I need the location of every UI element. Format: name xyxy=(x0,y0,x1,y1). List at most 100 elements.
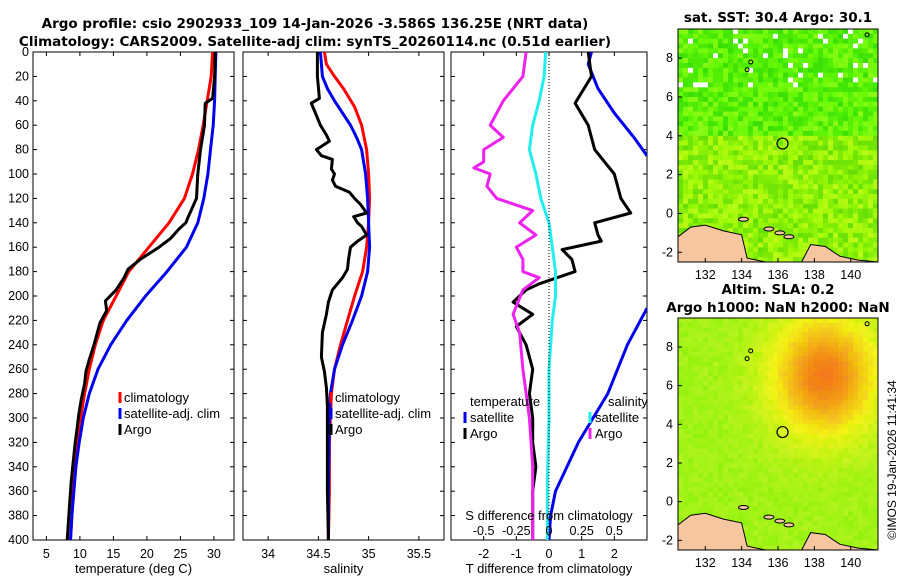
map-cell xyxy=(768,67,774,74)
map-cell xyxy=(788,496,794,503)
map-cell xyxy=(783,356,789,363)
map-cell xyxy=(803,58,809,64)
map-cell xyxy=(858,482,864,488)
map-cell xyxy=(798,414,804,421)
map-cell xyxy=(678,409,684,416)
map-cell xyxy=(718,322,724,329)
map-cell xyxy=(833,342,839,348)
map-cell xyxy=(838,111,844,117)
map-cell xyxy=(728,506,734,512)
map-cell xyxy=(768,184,774,190)
map-cell xyxy=(823,242,829,249)
map-cell xyxy=(853,492,859,498)
map-cell xyxy=(808,87,814,93)
map-cell xyxy=(723,501,729,508)
map-cell xyxy=(868,380,874,387)
map-cell xyxy=(868,92,874,98)
map-cell xyxy=(798,443,804,450)
map-cell xyxy=(793,525,799,532)
map-cell xyxy=(753,332,759,338)
map-cell xyxy=(768,198,774,205)
map-cell xyxy=(783,92,789,98)
top-axis-label: S difference from climatology xyxy=(465,508,633,523)
map-cell xyxy=(713,414,719,421)
map-cell xyxy=(688,145,694,151)
map-cell xyxy=(763,376,769,382)
map-cell xyxy=(783,429,789,435)
map-cell xyxy=(778,332,784,338)
map-cell xyxy=(698,189,704,195)
map-cell xyxy=(853,247,859,253)
map-cell xyxy=(763,385,769,392)
map-cell xyxy=(868,247,874,253)
map-cell xyxy=(728,342,734,348)
map-cell xyxy=(823,53,829,59)
map-cell xyxy=(683,33,689,40)
map-cell xyxy=(788,194,794,200)
map-cell xyxy=(773,376,779,382)
map-cell xyxy=(758,92,764,98)
map-cell xyxy=(728,429,734,435)
map-cell xyxy=(778,92,784,98)
map-cell xyxy=(833,405,839,411)
map-cell xyxy=(768,130,774,137)
map-cell xyxy=(723,116,729,122)
map-cell xyxy=(863,169,869,176)
map-cell xyxy=(873,506,878,512)
map-cell xyxy=(858,511,864,517)
map-cell xyxy=(873,487,878,493)
map-cell xyxy=(803,332,809,338)
map-cell xyxy=(853,242,859,249)
map-cell xyxy=(838,424,844,430)
map-cell xyxy=(813,198,819,205)
map-cell xyxy=(838,376,844,382)
map-cell xyxy=(848,33,854,40)
map-cell xyxy=(853,395,859,401)
map-cell xyxy=(733,511,739,517)
island xyxy=(737,504,749,510)
map-cell xyxy=(848,438,854,445)
map-cell xyxy=(693,77,699,83)
map-cell xyxy=(748,126,754,132)
map-cell xyxy=(863,48,869,54)
map-cell xyxy=(688,463,694,469)
map-cell xyxy=(713,203,719,210)
map-cell xyxy=(703,409,709,416)
map-cell xyxy=(783,223,789,229)
map-cell xyxy=(723,106,729,113)
map-cell xyxy=(858,530,864,537)
map-cell xyxy=(808,126,814,132)
map-cell xyxy=(723,97,729,103)
map-cell xyxy=(863,438,869,445)
map-cell xyxy=(833,400,839,406)
map-cell xyxy=(803,218,809,224)
map-cell xyxy=(688,97,694,103)
map-cell xyxy=(718,101,724,108)
map-cell xyxy=(773,82,779,88)
map-cell xyxy=(838,318,844,324)
map-cell xyxy=(738,492,744,498)
map-cell xyxy=(703,395,709,401)
map-cell xyxy=(853,67,859,74)
map-cell xyxy=(873,332,878,338)
map-cell xyxy=(678,385,684,392)
map-cell xyxy=(813,116,819,122)
map-cell xyxy=(743,116,749,122)
map-cell xyxy=(773,347,779,353)
map-cell xyxy=(853,140,859,147)
map-cell xyxy=(738,438,744,445)
map-cell xyxy=(868,223,874,229)
map-cell xyxy=(768,438,774,445)
map-cell xyxy=(753,525,759,532)
map-cell xyxy=(813,516,819,522)
map-cell xyxy=(733,371,739,377)
map-cell xyxy=(748,458,754,464)
map-cell xyxy=(708,33,714,40)
map-cell xyxy=(783,501,789,508)
map-cell xyxy=(748,453,754,459)
map-cell xyxy=(838,130,844,137)
map-cell xyxy=(793,463,799,469)
map-cell xyxy=(773,351,779,358)
map-cell xyxy=(858,501,864,508)
map-cell xyxy=(823,434,829,440)
